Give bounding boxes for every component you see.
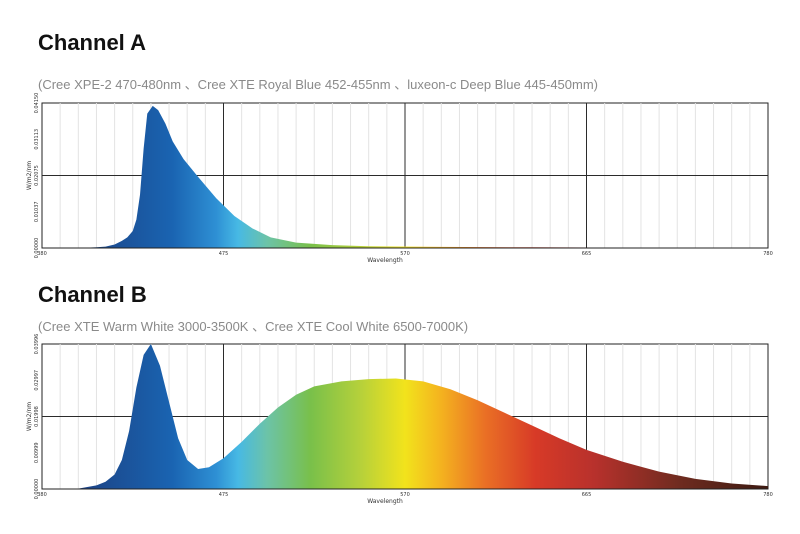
y-tick-label: 0.03113 (34, 129, 40, 150)
x-tick-label: 570 (400, 251, 410, 257)
y-axis-label: W/m2/nm (26, 402, 33, 431)
y-tick-label: 0.00000 (34, 479, 40, 500)
x-tick-label: 475 (219, 251, 229, 257)
channel-a-title: Channel A (38, 30, 146, 55)
y-tick-label: 0.00999 (34, 442, 40, 463)
x-tick-label: 780 (763, 492, 773, 498)
x-tick-label: 780 (763, 251, 773, 257)
x-tick-label: 570 (400, 492, 410, 498)
channel-b-spectrum-chart: 380 475 570 665 780 0.00000 0.00999 0.01998 0.02… (26, 334, 773, 505)
y-tick-label: 0.02075 (34, 165, 40, 186)
channel-a-spectrum-chart: 380 475 570 665 780 0.00000 0.01037 0.02075 0.03… (26, 93, 773, 264)
channel-b-title: Channel B (38, 282, 147, 307)
y-tick-label: 0.01998 (34, 406, 40, 427)
x-tick-label: 665 (582, 492, 592, 498)
spectrum-area (42, 105, 768, 248)
channel-b-subtitle: (Cree XTE Warm White 3000-3500K 、Cree XT… (38, 319, 469, 334)
y-tick-label: 0.00000 (34, 238, 40, 259)
y-tick-label: 0.04150 (34, 93, 40, 114)
x-tick-label: 665 (582, 251, 592, 257)
x-axis-label: Wavelength (367, 257, 403, 264)
x-tick-label: 380 (37, 251, 47, 257)
channel-a-subtitle: (Cree XPE-2 470-480nm 、Cree XTE Royal Bl… (38, 77, 598, 92)
spectrum-area (42, 344, 768, 489)
y-tick-label: 0.02997 (34, 370, 40, 391)
y-tick-label: 0.01037 (34, 201, 40, 222)
x-tick-label: 475 (219, 492, 229, 498)
y-tick-label: 0.03996 (34, 334, 40, 355)
y-axis-label: W/m2/nm (26, 161, 33, 190)
x-axis-label: Wavelength (367, 498, 403, 505)
x-tick-label: 380 (37, 492, 47, 498)
